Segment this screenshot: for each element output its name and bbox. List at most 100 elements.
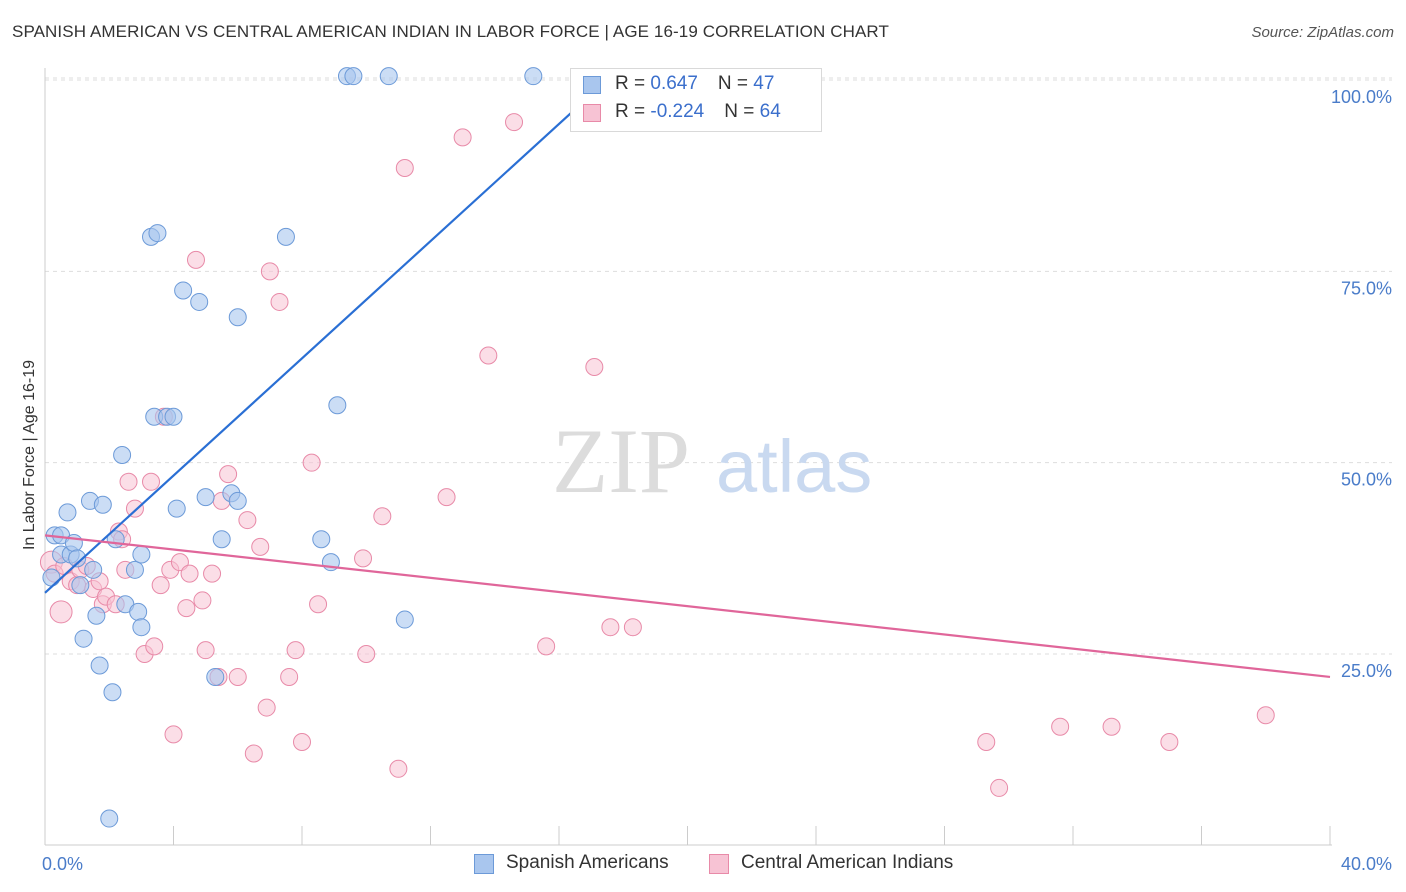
point-spanish-americans — [74, 629, 93, 648]
trend-line-central-american-indians — [44, 534, 1331, 679]
point-spanish-americans — [71, 576, 90, 595]
point-central-american-indians — [142, 472, 161, 491]
watermark-atlas: atlas — [716, 425, 872, 508]
watermark: ZIP atlas — [552, 410, 872, 512]
point-spanish-americans — [174, 281, 193, 300]
point-spanish-americans — [68, 549, 87, 568]
point-central-american-indians — [293, 733, 311, 752]
point-central-american-indians — [238, 511, 257, 530]
point-central-american-indians — [286, 641, 305, 660]
point-central-american-indians — [585, 358, 604, 376]
point-central-american-indians — [260, 262, 279, 281]
bottom-legend-swatch-blue — [474, 854, 494, 874]
point-spanish-americans — [167, 499, 186, 518]
y-tick-label: 50.0% — [1341, 470, 1392, 490]
point-central-american-indians — [203, 564, 222, 583]
r-value: -0.224 — [650, 101, 705, 122]
point-spanish-americans — [42, 568, 61, 587]
point-spanish-americans — [395, 610, 414, 629]
point-spanish-americans — [113, 446, 132, 465]
x-tick-label-min: 0.0% — [42, 854, 83, 874]
point-central-american-indians — [1256, 706, 1275, 725]
point-central-american-indians — [186, 250, 205, 269]
point-central-american-indians — [125, 499, 144, 518]
bottom-legend-label: Central American Indians — [741, 852, 954, 873]
point-spanish-americans — [93, 495, 112, 514]
point-central-american-indians — [1102, 717, 1121, 736]
point-central-american-indians — [49, 600, 73, 624]
y-tick-label: 25.0% — [1341, 661, 1392, 681]
point-central-american-indians — [453, 128, 472, 147]
point-central-american-indians — [177, 599, 196, 618]
point-central-american-indians — [1160, 733, 1179, 752]
gridlines — [45, 77, 1392, 655]
n-value: 47 — [753, 73, 775, 94]
point-spanish-americans — [58, 503, 77, 522]
point-central-american-indians — [180, 564, 199, 583]
point-central-american-indians — [228, 667, 247, 686]
point-spanish-americans — [125, 560, 144, 579]
point-spanish-americans — [212, 530, 231, 549]
point-spanish-americans — [164, 407, 183, 426]
r-value: 0.647 — [650, 73, 698, 94]
point-spanish-americans — [328, 396, 347, 415]
point-spanish-americans — [148, 224, 167, 243]
point-spanish-americans — [90, 656, 109, 675]
trend-lines — [44, 79, 1331, 679]
point-central-american-indians — [479, 346, 498, 365]
point-central-american-indians — [505, 113, 524, 132]
point-central-american-indians — [437, 488, 456, 507]
series-spanish-americans — [42, 67, 543, 828]
point-spanish-americans — [100, 809, 119, 828]
tick-labels: 25.0% 50.0% 75.0% 100.0% 0.0% 40.0% — [42, 87, 1392, 874]
point-spanish-americans — [524, 67, 543, 86]
point-spanish-americans — [84, 560, 103, 579]
point-central-american-indians — [164, 725, 183, 744]
point-central-american-indians — [357, 645, 376, 663]
point-central-american-indians — [219, 465, 238, 484]
point-central-american-indians — [119, 472, 138, 491]
point-central-american-indians — [151, 576, 170, 595]
point-spanish-americans — [228, 308, 247, 327]
axes — [44, 68, 1332, 846]
x-tick-label-max: 40.0% — [1341, 854, 1392, 874]
point-spanish-americans — [344, 67, 363, 86]
point-spanish-americans — [312, 530, 331, 549]
point-central-american-indians — [251, 537, 270, 556]
point-central-american-indians — [193, 591, 212, 610]
point-central-american-indians — [145, 637, 164, 656]
bottom-legend-swatch-pink — [709, 854, 729, 874]
point-central-american-indians — [257, 698, 276, 717]
point-spanish-americans — [129, 602, 148, 621]
point-central-american-indians — [623, 618, 642, 637]
point-central-american-indians — [309, 595, 328, 614]
n-label: N = — [717, 73, 754, 94]
point-central-american-indians — [354, 549, 373, 568]
source-credit: Source: ZipAtlas.com — [1251, 24, 1394, 41]
trend-line-spanish-americans — [44, 79, 608, 594]
point-central-american-indians — [395, 159, 414, 178]
point-central-american-indians — [302, 453, 321, 472]
n-label: N = — [724, 101, 760, 122]
point-spanish-americans — [190, 292, 209, 311]
point-central-american-indians — [990, 778, 1009, 797]
point-spanish-americans — [132, 618, 151, 637]
r-label: R = — [615, 101, 651, 122]
n-value: 64 — [759, 101, 781, 122]
point-central-american-indians — [537, 637, 556, 656]
point-spanish-americans — [103, 683, 122, 702]
point-central-american-indians — [196, 641, 215, 660]
watermark-zip: ZIP — [552, 410, 690, 512]
point-central-american-indians — [270, 292, 289, 311]
point-central-american-indians — [1051, 717, 1070, 736]
legend-text: R = 0.647 N = 47 — [615, 73, 774, 95]
legend-swatch-pink — [583, 104, 601, 122]
point-spanish-americans — [228, 491, 247, 510]
point-central-american-indians — [373, 507, 392, 526]
point-spanish-americans — [206, 667, 225, 686]
point-spanish-americans — [132, 545, 151, 564]
legend-swatch-blue — [583, 76, 601, 94]
y-tick-label: 100.0% — [1331, 87, 1392, 107]
point-central-american-indians — [244, 744, 263, 763]
